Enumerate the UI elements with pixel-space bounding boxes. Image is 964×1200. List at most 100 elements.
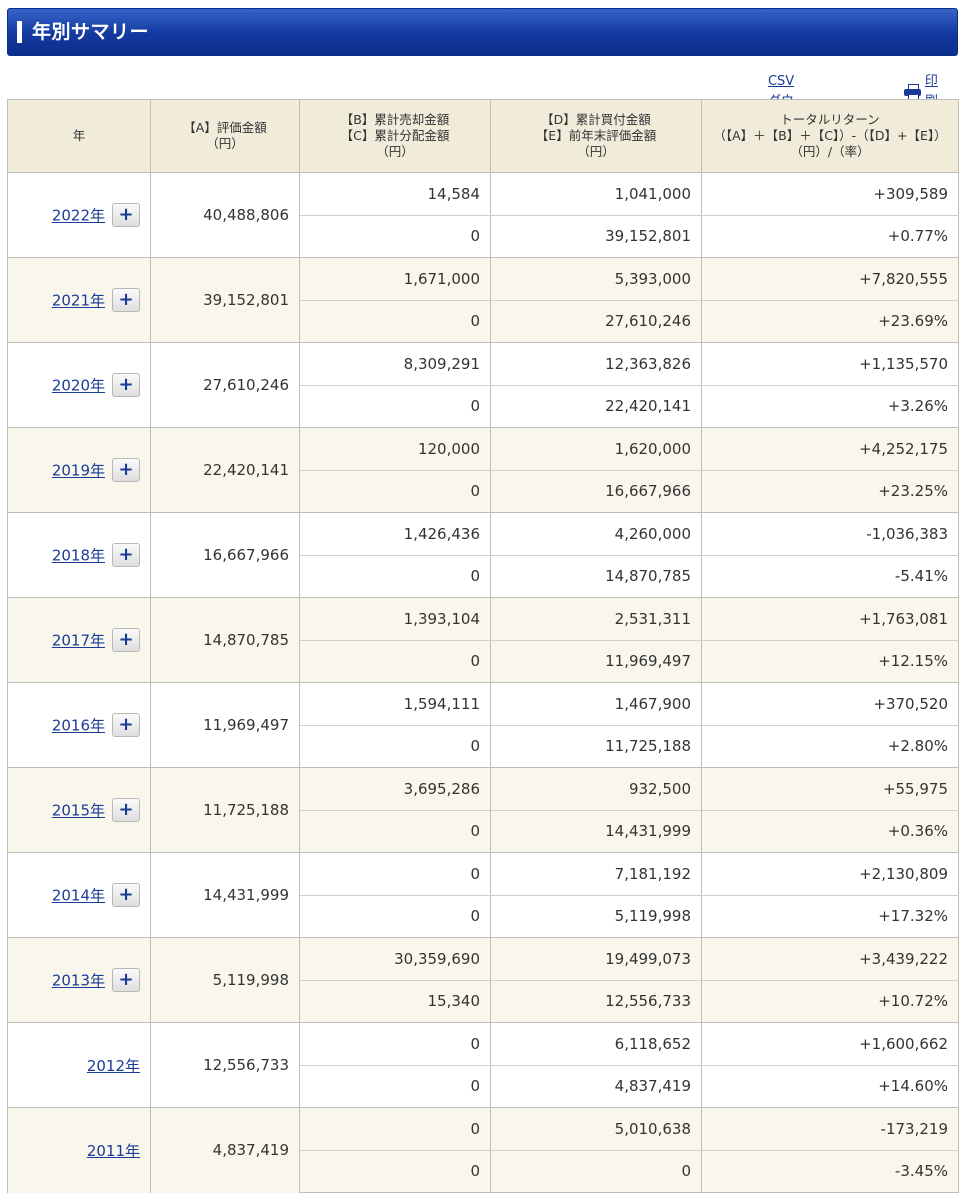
year-cell: 2015年 + — [7, 767, 151, 853]
table-row: 2015年 +11,725,188 3,695,286 932,500 +55,975 — [7, 767, 959, 853]
year-link[interactable]: 2022年 — [51, 206, 105, 225]
valuation-amount-cell: 22,420,141 — [150, 427, 300, 513]
year-cell: 2020年 + — [7, 342, 151, 428]
total-return-rate-cell: -5.41% — [701, 555, 959, 598]
year-row-group: 2021年 +39,152,801 1,671,000 5,393,000 +7,820… — [7, 257, 959, 343]
total-return-amount-cell: +309,589 — [701, 172, 959, 216]
total-return-amount-cell: +55,975 — [701, 767, 959, 811]
column-header-year: 年 — [7, 99, 151, 173]
cumulative-purchase-cell: 1,041,000 — [490, 172, 702, 216]
cumulative-purchase-cell: 12,363,826 — [490, 342, 702, 386]
year-cell: 2018年 + — [7, 512, 151, 598]
table-row: 0 39,152,801 +0.77% — [8, 215, 959, 258]
year-row-group: 2019年 +22,420,141 120,000 1,620,000 +4,252,1… — [7, 427, 959, 513]
year-cell: 2022年 + — [7, 172, 151, 258]
page-title-bar: 年別サマリー — [7, 8, 958, 56]
total-return-rate-cell: +12.15% — [701, 640, 959, 683]
year-row-group: 2015年 +11,725,188 3,695,286 932,500 +55,975 0… — [7, 767, 959, 853]
total-return-amount-cell: +1,135,570 — [701, 342, 959, 386]
table-row: 0 14,870,785 -5.41% — [8, 555, 959, 598]
year-link[interactable]: 2018年 — [51, 546, 105, 565]
expand-button[interactable]: + — [112, 203, 140, 227]
expand-button[interactable]: + — [112, 288, 140, 312]
year-link[interactable]: 2011年 — [86, 1141, 140, 1160]
year-link[interactable]: 2014年 — [51, 886, 105, 905]
cumulative-purchase-cell: 7,181,192 — [490, 852, 702, 896]
expand-button[interactable]: + — [112, 543, 140, 567]
valuation-amount-cell: 16,667,966 — [150, 512, 300, 598]
prior-year-valuation-cell: 4,837,419 — [490, 1065, 702, 1108]
cumulative-sales-cell: 3,695,286 — [299, 767, 491, 811]
expand-button[interactable]: + — [112, 713, 140, 737]
total-return-amount-cell: +1,600,662 — [701, 1022, 959, 1066]
expand-button[interactable]: + — [112, 458, 140, 482]
cumulative-distribution-cell: 0 — [299, 895, 491, 938]
year-link[interactable]: 2019年 — [51, 461, 105, 480]
total-return-rate-cell: +23.69% — [701, 300, 959, 343]
cumulative-sales-cell: 8,309,291 — [299, 342, 491, 386]
cumulative-purchase-cell: 1,620,000 — [490, 427, 702, 471]
cumulative-distribution-cell: 0 — [299, 1065, 491, 1108]
expand-button[interactable]: + — [112, 373, 140, 397]
year-link[interactable]: 2020年 — [51, 376, 105, 395]
column-header-total-return: トータルリターン （【A】＋【B】＋【C】）-（【D】+【E】） （円）/（率） — [701, 99, 959, 173]
table-header-row: 年 【A】評価金額 （円） 【B】累計売却金額 【C】累計分配金額 （円） 【D… — [7, 99, 959, 173]
expand-button[interactable]: + — [112, 883, 140, 907]
column-header-year-label: 年 — [72, 128, 86, 143]
year-link[interactable]: 2017年 — [51, 631, 105, 650]
expand-button[interactable]: + — [112, 968, 140, 992]
cumulative-purchase-cell: 6,118,652 — [490, 1022, 702, 1066]
prior-year-valuation-cell: 11,969,497 — [490, 640, 702, 683]
year-cell: 2017年 + — [7, 597, 151, 683]
cumulative-sales-cell: 0 — [299, 852, 491, 896]
total-return-rate-cell: +0.77% — [701, 215, 959, 258]
cumulative-sales-cell: 0 — [299, 1107, 491, 1151]
cumulative-distribution-cell: 0 — [299, 555, 491, 598]
total-return-rate-cell: +10.72% — [701, 980, 959, 1023]
table-row: 2014年 +14,431,999 0 7,181,192 +2,130,809 — [7, 852, 959, 938]
prior-year-valuation-cell: 22,420,141 — [490, 385, 702, 428]
column-header-a: 【A】評価金額 （円） — [150, 99, 300, 173]
cumulative-distribution-cell: 0 — [299, 725, 491, 768]
year-link[interactable]: 2016年 — [51, 716, 105, 735]
total-return-rate-cell: +14.60% — [701, 1065, 959, 1108]
table-row: 2013年 +5,119,998 30,359,690 19,499,073 +3,43… — [7, 937, 959, 1023]
cumulative-sales-cell: 1,671,000 — [299, 257, 491, 301]
table-row: 0 22,420,141 +3.26% — [8, 385, 959, 428]
prior-year-valuation-cell: 16,667,966 — [490, 470, 702, 513]
column-header-de: 【D】累計買付金額 【E】前年末評価金額 （円） — [490, 99, 702, 173]
valuation-amount-cell: 11,725,188 — [150, 767, 300, 853]
column-header-tr-formula: （【A】＋【B】＋【C】）-（【D】+【E】） — [713, 128, 947, 143]
year-row-group: 2020年 +27,610,246 8,309,291 12,363,826 +1,13… — [7, 342, 959, 428]
cumulative-sales-cell: 1,393,104 — [299, 597, 491, 641]
cumulative-purchase-cell: 932,500 — [490, 767, 702, 811]
year-link[interactable]: 2012年 — [86, 1056, 140, 1075]
column-header-de-unit: （円） — [577, 144, 615, 159]
column-header-c-line: 【C】累計分配金額 — [340, 128, 450, 143]
table-row: 0 14,431,999 +0.36% — [8, 810, 959, 853]
table-row: 0 27,610,246 +23.69% — [8, 300, 959, 343]
expand-button[interactable]: + — [112, 628, 140, 652]
expand-button[interactable]: + — [112, 798, 140, 822]
year-cell: 2012年 — [7, 1022, 151, 1108]
total-return-rate-cell: -3.45% — [701, 1150, 959, 1193]
year-link[interactable]: 2021年 — [51, 291, 105, 310]
column-header-tr-line: トータルリターン — [780, 112, 880, 127]
cumulative-distribution-cell: 15,340 — [299, 980, 491, 1023]
cumulative-distribution-cell: 0 — [299, 810, 491, 853]
valuation-amount-cell: 5,119,998 — [150, 937, 300, 1023]
cumulative-purchase-cell: 5,393,000 — [490, 257, 702, 301]
year-link[interactable]: 2015年 — [51, 801, 105, 820]
cumulative-purchase-cell: 1,467,900 — [490, 682, 702, 726]
prior-year-valuation-cell: 12,556,733 — [490, 980, 702, 1023]
total-return-rate-cell: +3.26% — [701, 385, 959, 428]
cumulative-sales-cell: 0 — [299, 1022, 491, 1066]
table-row: 15,340 12,556,733 +10.72% — [8, 980, 959, 1023]
total-return-amount-cell: -173,219 — [701, 1107, 959, 1151]
cumulative-sales-cell: 30,359,690 — [299, 937, 491, 981]
total-return-amount-cell: +7,820,555 — [701, 257, 959, 301]
cumulative-distribution-cell: 0 — [299, 640, 491, 683]
column-header-a-line: 【A】評価金額 — [183, 120, 267, 135]
table-row: 0 16,667,966 +23.25% — [8, 470, 959, 513]
year-link[interactable]: 2013年 — [51, 971, 105, 990]
